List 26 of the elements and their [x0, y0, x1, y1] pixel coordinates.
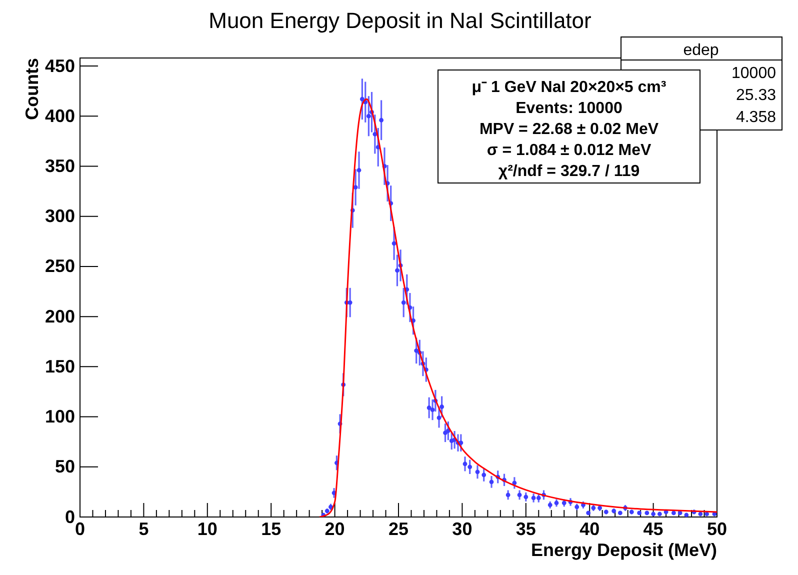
y-axis-title: Counts	[22, 58, 42, 120]
chart-title: Muon Energy Deposit in NaI Scintillator	[208, 8, 592, 33]
y-tick-label: 350	[44, 156, 75, 176]
y-tick-label: 450	[44, 56, 75, 76]
y-tick-label: 150	[44, 356, 75, 376]
x-tick-label: 45	[643, 518, 664, 539]
x-tick-label: 50	[706, 518, 728, 539]
y-tick-label: 400	[44, 106, 75, 126]
y-tick-label: 50	[54, 456, 75, 477]
annotation: χ²/ndf = 329.7 / 119	[498, 163, 640, 180]
x-tick-label: 5	[138, 518, 149, 539]
annotation: Events: 10000	[516, 100, 622, 117]
y-tick-label: 250	[44, 256, 75, 276]
y-tick-label: 300	[44, 206, 75, 226]
x-tick-label: 40	[580, 518, 600, 539]
x-tick-label: 30	[452, 518, 472, 539]
x-tick-label: 15	[261, 518, 282, 539]
y-tick-label: 200	[44, 306, 75, 326]
x-tick-label: 25	[388, 518, 409, 539]
y-tick-label: 100	[44, 406, 75, 427]
annotation: σ = 1.084 ± 0.012 MeV	[486, 142, 652, 159]
x-tick-label: 35	[516, 518, 536, 539]
x-tick-label: 20	[324, 518, 345, 539]
x-tick-label: 10	[197, 518, 218, 539]
x-axis-title: Energy Deposit (MeV)	[530, 540, 718, 560]
annotation: edep	[683, 42, 719, 59]
